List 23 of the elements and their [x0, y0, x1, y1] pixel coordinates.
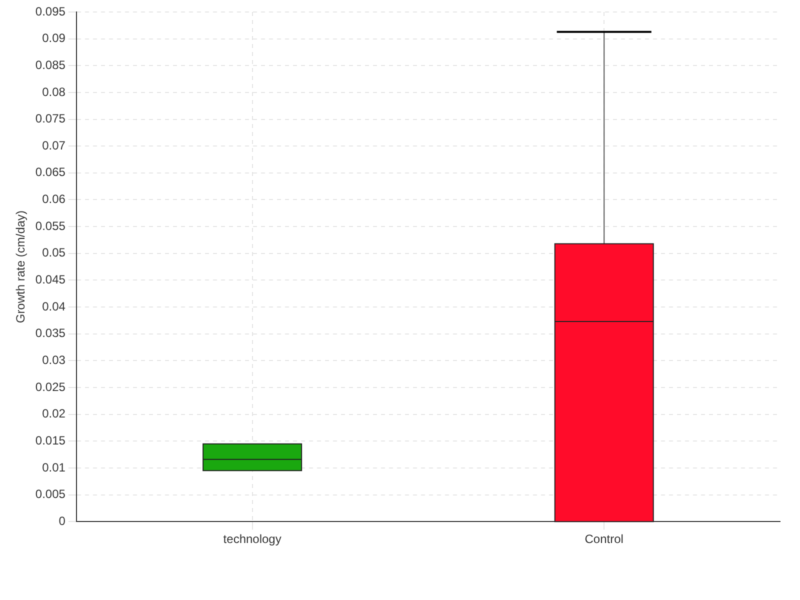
y-tick-label: 0	[58, 514, 66, 528]
y-axis-title: Growth rate (cm/day)	[14, 210, 28, 324]
y-tick-label: 0.02	[42, 406, 66, 421]
y-tick-label: 0.055	[35, 218, 66, 233]
y-tick-label: 0.075	[35, 112, 66, 126]
y-tick-label: 0.06	[42, 192, 66, 206]
y-tick-label: 0.035	[35, 326, 66, 340]
y-tick-label: 0.015	[35, 433, 66, 448]
y-tick-label: 0.05	[42, 246, 66, 260]
x-tick-label: Control	[584, 532, 624, 546]
y-tick-label: 0.01	[42, 460, 66, 474]
y-tick-label: 0.065	[35, 165, 66, 180]
y-tick-label: 0.09	[42, 31, 66, 46]
y-tick-label: 0.07	[42, 138, 66, 152]
x-tick-label: technology	[223, 532, 282, 546]
y-tick-label: 0.04	[42, 299, 66, 314]
y-tick-label: 0.095	[35, 4, 66, 18]
y-tick-label: 0.03	[42, 352, 66, 367]
y-tick-label: 0.045	[35, 272, 66, 287]
y-tick-label: 0.085	[35, 58, 66, 72]
y-tick-label: 0.08	[42, 84, 66, 99]
y-tick-label: 0.005	[35, 487, 66, 502]
y-tick-label: 0.025	[35, 380, 66, 394]
